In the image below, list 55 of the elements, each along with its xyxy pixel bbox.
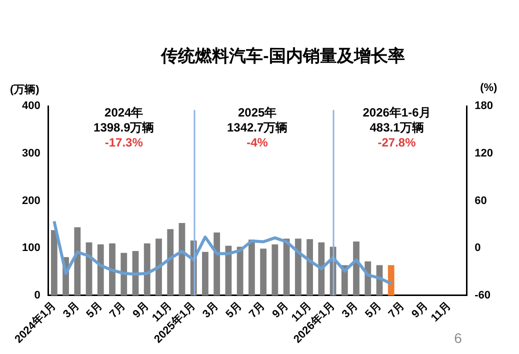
bar	[353, 241, 360, 296]
y2-axis-title: (%)	[480, 82, 498, 94]
bar	[318, 242, 325, 296]
bar	[50, 230, 58, 296]
bar	[236, 246, 244, 296]
y-tick-label: 100	[22, 242, 40, 254]
bar	[248, 240, 255, 296]
y-tick-label: 200	[22, 194, 40, 207]
x-tick-label: 5月	[363, 300, 384, 321]
bar	[167, 229, 174, 296]
x-tick-label: 7月	[386, 300, 408, 321]
bar	[388, 265, 394, 296]
annotation: 483.1万辆	[370, 120, 424, 134]
x-tick-label: 7月	[108, 300, 128, 321]
x-tick-label: 5月	[224, 300, 244, 321]
x-tick-label: 3月	[61, 300, 82, 321]
x-tick-label: 11月	[428, 300, 454, 324]
bar	[202, 252, 208, 296]
x-tick-label: 9月	[410, 300, 430, 321]
annotation: 1342.7万辆	[226, 120, 288, 134]
bar	[109, 243, 116, 296]
y-tick-label: 400	[22, 100, 40, 112]
text: 6	[454, 330, 462, 346]
y2-tick-label: 120	[474, 147, 494, 160]
annotation: -17.3%	[104, 135, 144, 150]
bar	[156, 238, 162, 296]
bar	[272, 244, 278, 296]
y-tick-label: 0	[34, 290, 40, 302]
bar	[260, 248, 267, 296]
y-axis-title: (万辆)	[10, 83, 40, 96]
bar	[97, 244, 104, 296]
x-tick-label: 9月	[270, 300, 291, 321]
x-tick-label: 3月	[340, 300, 361, 321]
x-tick-label: 7月	[246, 300, 268, 321]
annotation: 2025年	[238, 105, 277, 120]
x-tick-label: 3月	[200, 300, 222, 321]
x-tick-label: 5月	[84, 300, 105, 321]
annotation: 2024年	[104, 105, 144, 120]
bar	[144, 243, 150, 296]
y2-tick-label: 60	[474, 194, 487, 207]
annotation: 1398.9万辆	[94, 120, 154, 134]
bar	[306, 239, 313, 296]
bar	[74, 227, 81, 296]
bar	[120, 252, 128, 296]
y2-tick-label: 0	[474, 242, 481, 254]
bar	[214, 232, 220, 296]
y2-tick-label: 180	[474, 100, 494, 112]
x-tick-label: 9月	[130, 300, 152, 321]
annotation: -27.8%	[378, 135, 416, 150]
chart-title: 传统燃料汽车-国内销量及增长率	[160, 46, 405, 66]
bar	[294, 238, 302, 296]
y2-tick-label: -60	[474, 290, 491, 302]
y-tick-label: 300	[22, 147, 40, 160]
annotation: 2026年1-6月	[362, 105, 431, 120]
annotation: -4%	[246, 135, 268, 150]
